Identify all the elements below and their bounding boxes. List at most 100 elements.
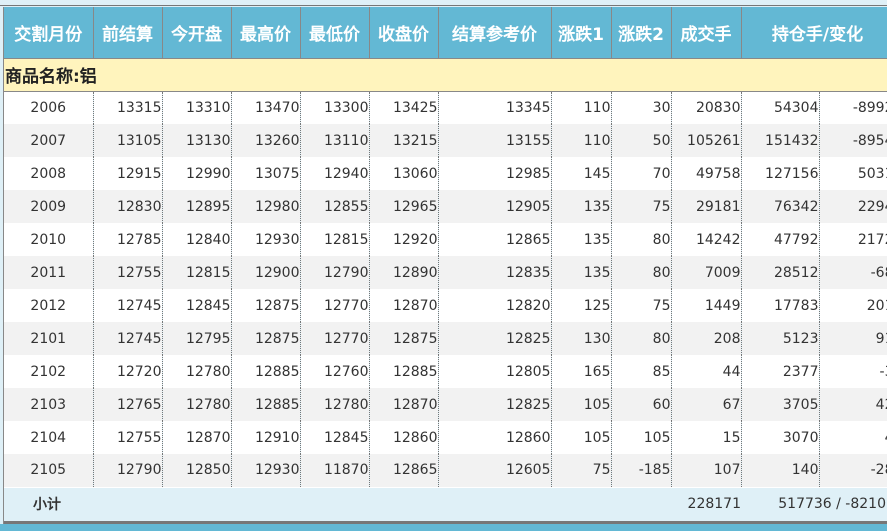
table-cell: 75: [611, 289, 672, 322]
table-cell: 85: [611, 355, 672, 388]
table-cell: 47792: [741, 223, 820, 256]
table-cell: 14242: [671, 223, 742, 256]
table-cell: 145: [551, 157, 612, 190]
table-row[interactable]: 2104 12755 12870 12910 12845 12860 12860 105 105…: [4, 421, 887, 454]
column-header[interactable]: 交割月份: [4, 7, 94, 58]
category-name: 商品名称:铝: [4, 57, 887, 92]
table-row[interactable]: 2103 12765 12780 12885 12780 12870 12825 105 60 6…: [4, 388, 887, 421]
table-cell: 13300: [300, 91, 370, 124]
table-cell: 44: [671, 355, 742, 388]
column-header[interactable]: 结算参考价: [438, 7, 552, 58]
table-cell: 12920: [369, 223, 439, 256]
table-cell: 2009: [4, 190, 94, 223]
table-cell: 13470: [231, 91, 301, 124]
table-cell: 12605: [438, 454, 552, 487]
table-cell: 80: [611, 223, 672, 256]
table-cell: 2006: [4, 91, 94, 124]
table-row[interactable]: 2007 13105 13130 13260 13110 13215 13155 110 50 1…: [4, 124, 887, 157]
table-cell: 12900: [231, 256, 301, 289]
table-cell: 12850: [162, 454, 232, 487]
table-cell: 2377: [741, 355, 820, 388]
table-cell: -28: [819, 454, 887, 487]
table-cell: 12865: [438, 223, 552, 256]
table-cell: 135: [551, 256, 612, 289]
table-cell: 12905: [438, 190, 552, 223]
table-row[interactable]: 2009 12830 12895 12980 12855 12965 12905 135 75 2…: [4, 190, 887, 223]
table-row[interactable]: 2006 13315 13310 13470 13300 13425 13345 110 30 2…: [4, 91, 887, 124]
table-cell: 12915: [93, 157, 163, 190]
table-cell: 130: [551, 322, 612, 355]
column-header[interactable]: 涨跌2: [611, 7, 672, 58]
table-cell: 7009: [671, 256, 742, 289]
table-cell: 13060: [369, 157, 439, 190]
column-header[interactable]: 今开盘: [162, 7, 232, 58]
table-row[interactable]: 2012 12745 12845 12875 12770 12870 12820 125 75 1…: [4, 289, 887, 322]
table-cell: 12815: [300, 223, 370, 256]
table-cell: 12910: [231, 421, 301, 454]
table-cell: 42: [819, 388, 887, 421]
table-cell: 12795: [162, 322, 232, 355]
table-cell: 5123: [741, 322, 820, 355]
table-cell: 110: [551, 91, 612, 124]
left-border: [0, 7, 4, 524]
table-cell: 208: [671, 322, 742, 355]
table-cell: 2011: [4, 256, 94, 289]
table-row[interactable]: 2008 12915 12990 13075 12940 13060 12985 145 70 4…: [4, 157, 887, 190]
table-cell: 2008: [4, 157, 94, 190]
table-cell: 12840: [162, 223, 232, 256]
table-cell: 13345: [438, 91, 552, 124]
subtotal-volume: 228171: [671, 486, 741, 524]
subtotal-spacer: [162, 486, 671, 524]
table-cell: 12835: [438, 256, 552, 289]
column-header[interactable]: 成交手: [671, 7, 742, 58]
table-cell: 13315: [93, 91, 163, 124]
table-cell: 12770: [300, 322, 370, 355]
table-cell: 12755: [93, 256, 163, 289]
column-header[interactable]: 最低价: [300, 7, 370, 58]
column-header[interactable]: 最高价: [231, 7, 301, 58]
column-header[interactable]: 收盘价: [369, 7, 439, 58]
table-cell: 12885: [231, 355, 301, 388]
table-cell: 70: [611, 157, 672, 190]
table-cell: 50: [611, 124, 672, 157]
table-cell: 12990: [162, 157, 232, 190]
table-cell: 12895: [162, 190, 232, 223]
table-row[interactable]: 2011 12755 12815 12900 12790 12890 12835 135 80 7…: [4, 256, 887, 289]
table-cell: 135: [551, 223, 612, 256]
table-cell: 110: [551, 124, 612, 157]
subtotal-label: 小计: [4, 486, 162, 524]
table-cell: 29181: [671, 190, 742, 223]
table-cell: 4: [819, 421, 887, 454]
table-cell: 12790: [93, 454, 163, 487]
column-header[interactable]: 持仓手/变化: [741, 7, 887, 58]
table-cell: 135: [551, 190, 612, 223]
table-cell: 2103: [4, 388, 94, 421]
table-cell: 13130: [162, 124, 232, 157]
table-cell: 13425: [369, 91, 439, 124]
table-cell: 2294: [819, 190, 887, 223]
table-cell: -185: [611, 454, 672, 487]
table-cell: 11870: [300, 454, 370, 487]
table-cell: 12845: [300, 421, 370, 454]
table-row[interactable]: 2101 12745 12795 12875 12770 12875 12825 130 80 2…: [4, 322, 887, 355]
table-row[interactable]: 2010 12785 12840 12930 12815 12920 12865 135 80 1…: [4, 223, 887, 256]
table-cell: 12870: [162, 421, 232, 454]
table-cell: -68: [819, 256, 887, 289]
table-cell: 12770: [300, 289, 370, 322]
table-cell: 12790: [300, 256, 370, 289]
column-header[interactable]: 前结算: [93, 7, 163, 58]
column-header[interactable]: 涨跌1: [551, 7, 612, 58]
table-cell: 12720: [93, 355, 163, 388]
table-cell: 13105: [93, 124, 163, 157]
table-cell: 12870: [369, 388, 439, 421]
table-cell: 76342: [741, 190, 820, 223]
table-row[interactable]: 2102 12720 12780 12885 12760 12885 12805 165 85 4…: [4, 355, 887, 388]
table-cell: 12855: [300, 190, 370, 223]
table-cell: 80: [611, 256, 672, 289]
table-cell: 165: [551, 355, 612, 388]
table-cell: 13075: [231, 157, 301, 190]
table-cell: 12940: [300, 157, 370, 190]
table-row[interactable]: 2105 12790 12850 12930 11870 12865 12605 75 -185…: [4, 454, 887, 487]
table-cell: 15: [671, 421, 742, 454]
